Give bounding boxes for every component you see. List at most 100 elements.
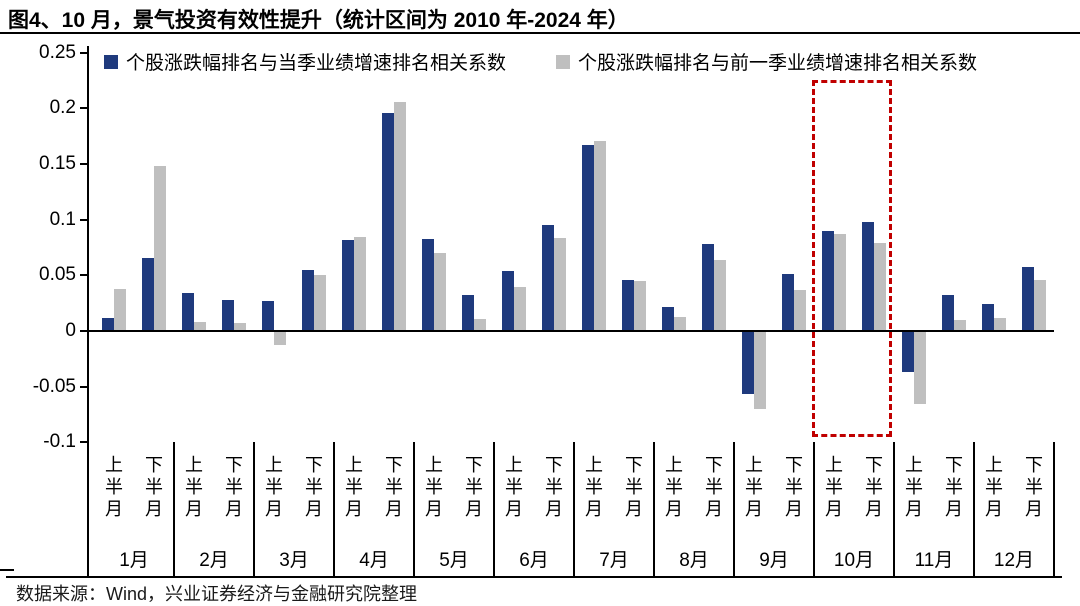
chart-title: 图4、10 月，景气投资有效性提升（统计区间为 2010 年-2024 年） (8, 9, 629, 32)
legend-item-prev-quarter: 个股涨跌幅排名与前一季业绩增速排名相关系数 (556, 48, 977, 75)
month-separator (253, 442, 255, 577)
y-tick-label: -0.1 (43, 431, 76, 453)
y-tick-label: -0.05 (32, 375, 76, 397)
legend-label-prev-quarter: 个股涨跌幅排名与前一季业绩增速排名相关系数 (578, 53, 978, 74)
half-month-label: 上 半 月 (585, 455, 603, 519)
title-divider (0, 32, 1080, 34)
legend-swatch-gray (556, 54, 570, 69)
month-separator (333, 442, 335, 577)
half-month-label: 下 半 月 (385, 455, 403, 519)
bar-current-quarter (822, 231, 834, 330)
y-tick-mark (80, 107, 88, 110)
half-month-label: 上 半 月 (665, 455, 683, 519)
bar-prev-quarter (634, 281, 646, 330)
bar-prev-quarter (114, 289, 126, 330)
half-month-label: 下 半 月 (545, 455, 563, 519)
bar-current-quarter (542, 225, 554, 330)
bar-prev-quarter (754, 332, 766, 409)
bar-prev-quarter (474, 319, 486, 330)
half-month-label: 上 半 月 (425, 455, 443, 519)
month-separator (87, 442, 89, 577)
bar-current-quarter (302, 270, 314, 330)
bar-prev-quarter (1034, 280, 1046, 330)
bar-prev-quarter (874, 243, 886, 330)
y-tick-mark (80, 441, 88, 444)
bar-current-quarter (342, 240, 354, 330)
bar-prev-quarter (314, 275, 326, 330)
bar-current-quarter (462, 295, 474, 330)
month-label: 4月 (359, 550, 389, 571)
y-tick-mark (80, 330, 88, 332)
month-separator (733, 442, 735, 577)
bar-current-quarter (182, 293, 194, 330)
month-separator (173, 442, 175, 577)
bar-current-quarter (262, 301, 274, 330)
half-month-label: 下 半 月 (705, 455, 723, 519)
month-separator (1053, 442, 1055, 577)
bar-prev-quarter (554, 238, 566, 330)
bar-prev-quarter (434, 253, 446, 330)
bar-current-quarter (502, 271, 514, 330)
half-month-label: 上 半 月 (745, 455, 763, 519)
y-tick-mark (80, 218, 88, 221)
bar-prev-quarter (354, 237, 366, 330)
half-month-label: 下 半 月 (1025, 455, 1043, 519)
half-month-label: 上 半 月 (345, 455, 363, 519)
half-month-label: 上 半 月 (185, 455, 203, 519)
month-label: 9月 (759, 550, 789, 571)
month-label: 5月 (439, 550, 469, 571)
bar-current-quarter (222, 300, 234, 330)
legend-swatch-blue (104, 54, 118, 69)
bar-current-quarter (942, 295, 954, 330)
month-separator (653, 442, 655, 577)
y-tick-label: 0 (65, 320, 76, 341)
month-label: 12月 (993, 550, 1035, 571)
y-tick-mark (80, 274, 88, 277)
half-month-label: 上 半 月 (985, 455, 1003, 519)
month-separator (973, 442, 975, 577)
bar-prev-quarter (394, 102, 406, 330)
y-tick-mark (80, 51, 88, 54)
y-tick-label: 0.15 (39, 153, 76, 175)
month-label: 11月 (914, 550, 954, 571)
month-separator (813, 442, 815, 577)
half-month-label: 下 半 月 (945, 455, 963, 519)
bar-current-quarter (582, 145, 594, 330)
bar-prev-quarter (834, 234, 846, 330)
highlight-box (812, 80, 892, 437)
month-separator (573, 442, 575, 577)
baseline-left-tick (0, 569, 14, 571)
half-month-label: 下 半 月 (865, 455, 883, 519)
half-month-label: 上 半 月 (505, 455, 523, 519)
month-label: 3月 (279, 550, 309, 571)
half-month-label: 下 半 月 (625, 455, 643, 519)
bar-prev-quarter (154, 166, 166, 330)
legend-label-current-quarter: 个股涨跌幅排名与当季业绩增速排名相关系数 (126, 53, 507, 74)
bar-current-quarter (662, 307, 674, 330)
half-month-label: 下 半 月 (145, 455, 163, 519)
half-month-label: 下 半 月 (465, 455, 483, 519)
bar-current-quarter (622, 280, 634, 330)
bar-current-quarter (1022, 267, 1034, 330)
half-month-label: 上 半 月 (905, 455, 923, 519)
y-tick-mark (80, 385, 88, 388)
bar-prev-quarter (674, 317, 686, 330)
bar-prev-quarter (274, 332, 286, 345)
y-tick-label: 0.2 (49, 97, 76, 119)
y-tick-mark (80, 163, 88, 166)
half-month-label: 下 半 月 (305, 455, 323, 519)
month-label: 10月 (833, 550, 875, 571)
category-baseline (6, 576, 1062, 578)
month-label: 1月 (119, 550, 149, 571)
bar-prev-quarter (994, 318, 1006, 330)
half-month-label: 上 半 月 (105, 455, 123, 519)
month-label: 6月 (519, 550, 549, 571)
bar-prev-quarter (514, 287, 526, 330)
y-axis (87, 46, 89, 578)
x-axis-zero-line (88, 330, 1054, 332)
bar-current-quarter (742, 332, 754, 394)
bar-current-quarter (382, 113, 394, 330)
bar-current-quarter (142, 258, 154, 330)
month-label: 8月 (679, 550, 709, 571)
